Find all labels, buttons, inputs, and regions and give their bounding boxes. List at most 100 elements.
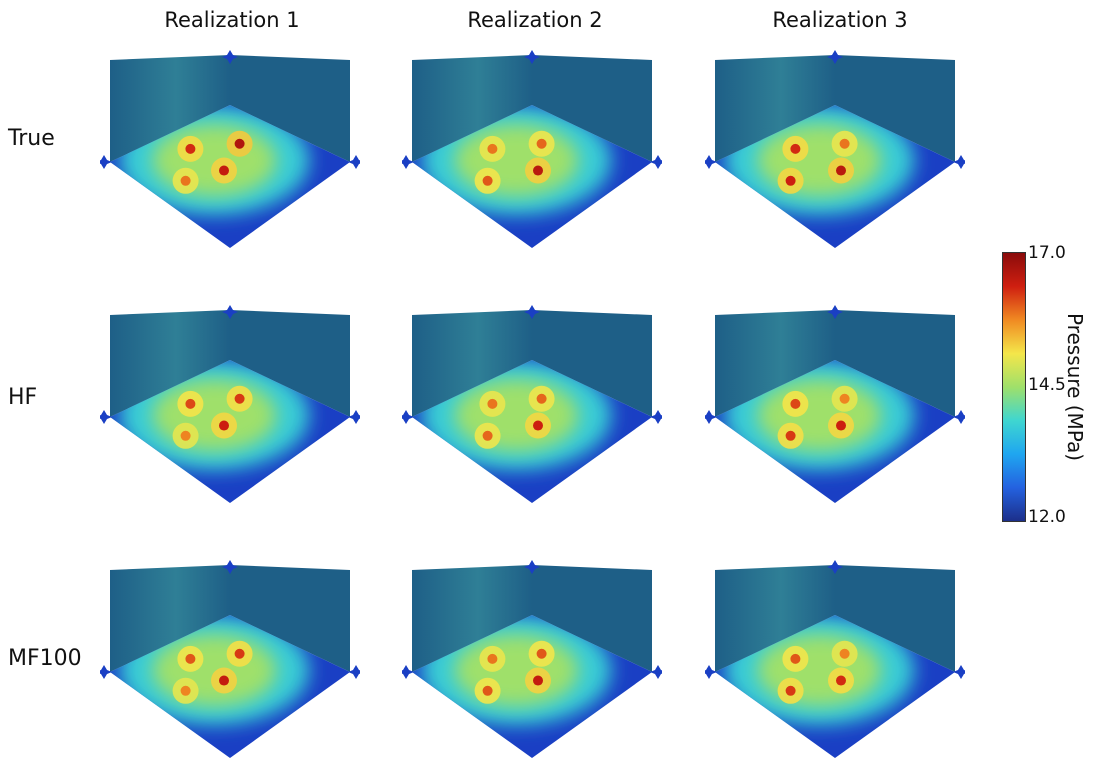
axis-marker [705, 155, 717, 169]
pressure-plume-core [152, 124, 277, 197]
well-hotspot [234, 648, 245, 659]
axis-marker [222, 305, 238, 319]
right-back-wall [835, 310, 955, 417]
colorbar-title: Pressure (MPa) [1063, 312, 1087, 462]
left-back-wall [110, 310, 230, 417]
well-hotspot [219, 420, 229, 431]
axis-marker [953, 665, 965, 679]
well-hotspot [185, 653, 196, 664]
pressure-plume-core [454, 634, 579, 707]
axis-marker [100, 410, 112, 424]
pressure-plume-core [454, 124, 579, 197]
pressure-cube-plot [100, 50, 360, 248]
pressure-panel-hf-realization-2 [402, 305, 662, 515]
pressure-colorbar [1002, 252, 1026, 522]
left-back-wall [715, 565, 835, 672]
left-back-wall [412, 565, 532, 672]
left-back-wall [412, 310, 532, 417]
pressure-cube-plot [402, 305, 662, 503]
well-hotspot [180, 175, 191, 186]
pressure-cube-plot [705, 560, 965, 758]
colorbar-mid-label: 14.5 [1028, 375, 1066, 395]
pressure-plume-core [757, 634, 882, 707]
well-hotspot [790, 653, 801, 664]
well-hotspot [482, 175, 493, 186]
axis-marker [650, 665, 662, 679]
pressure-panel-hf-realization-3 [705, 305, 965, 515]
axis-marker [827, 560, 843, 574]
well-hotspot [487, 653, 498, 664]
pressure-panel-hf-realization-1 [100, 305, 360, 515]
well-hotspot [785, 175, 796, 186]
axis-marker [524, 560, 540, 574]
pressure-cube-plot [705, 50, 965, 248]
pressure-panel-true-realization-1 [100, 50, 360, 260]
well-hotspot [533, 675, 543, 686]
left-back-wall [110, 565, 230, 672]
well-hotspot [785, 685, 796, 696]
well-hotspot [839, 393, 850, 404]
row-label-hf: HF [8, 385, 38, 410]
well-hotspot [836, 165, 846, 176]
pressure-cube-plot [402, 560, 662, 758]
well-hotspot [536, 648, 547, 659]
right-back-wall [835, 55, 955, 162]
pressure-cube-plot [100, 560, 360, 758]
axis-marker [348, 410, 360, 424]
axis-marker [348, 665, 360, 679]
pressure-panel-mf100-realization-2 [402, 560, 662, 770]
well-hotspot [482, 685, 493, 696]
axis-marker [524, 50, 540, 64]
well-hotspot [790, 398, 801, 409]
row-label-true: True [8, 126, 55, 151]
well-hotspot [487, 398, 498, 409]
pressure-panel-true-realization-2 [402, 50, 662, 260]
colorbar-max-label: 17.0 [1028, 243, 1066, 263]
right-back-wall [532, 565, 652, 672]
right-back-wall [230, 55, 350, 162]
pressure-panel-true-realization-3 [705, 50, 965, 260]
pressure-plume-core [757, 124, 882, 197]
pressure-cube-plot [100, 305, 360, 503]
pressure-panel-mf100-realization-3 [705, 560, 965, 770]
right-back-wall [532, 55, 652, 162]
well-hotspot [790, 143, 801, 154]
column-title-realization-3: Realization 3 [772, 8, 908, 32]
axis-marker [705, 665, 717, 679]
well-hotspot [180, 685, 191, 696]
well-hotspot [533, 420, 543, 431]
well-hotspot [536, 138, 547, 149]
well-hotspot [219, 165, 229, 176]
left-back-wall [715, 55, 835, 162]
well-hotspot [185, 398, 196, 409]
well-hotspot [839, 138, 850, 149]
axis-marker [402, 155, 414, 169]
right-back-wall [835, 565, 955, 672]
column-title-realization-1: Realization 1 [164, 8, 300, 32]
well-hotspot [234, 393, 245, 404]
pressure-plume-core [152, 634, 277, 707]
right-back-wall [532, 310, 652, 417]
well-hotspot [533, 165, 543, 176]
pressure-cube-plot [402, 50, 662, 248]
well-hotspot [185, 143, 196, 154]
well-hotspot [836, 675, 846, 686]
well-hotspot [839, 648, 850, 659]
left-back-wall [412, 55, 532, 162]
left-back-wall [715, 310, 835, 417]
axis-marker [827, 50, 843, 64]
axis-marker [953, 410, 965, 424]
axis-marker [650, 155, 662, 169]
well-hotspot [836, 420, 846, 431]
axis-marker [650, 410, 662, 424]
axis-marker [524, 305, 540, 319]
well-hotspot [536, 393, 547, 404]
axis-marker [100, 155, 112, 169]
well-hotspot [482, 430, 493, 441]
right-back-wall [230, 310, 350, 417]
row-label-mf100: MF100 [8, 646, 82, 671]
axis-marker [953, 155, 965, 169]
well-hotspot [234, 138, 245, 149]
right-back-wall [230, 565, 350, 672]
pressure-cube-plot [705, 305, 965, 503]
